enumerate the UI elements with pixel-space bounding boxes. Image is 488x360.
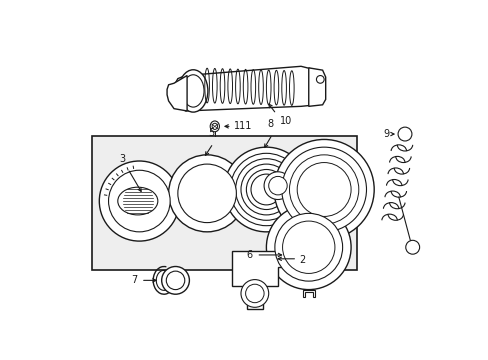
Text: 7: 7 (131, 275, 138, 285)
Circle shape (168, 155, 245, 232)
Circle shape (274, 139, 373, 239)
Polygon shape (302, 289, 314, 297)
Ellipse shape (118, 187, 158, 215)
Circle shape (289, 155, 358, 224)
Circle shape (297, 163, 350, 216)
Text: 4: 4 (329, 245, 336, 255)
Text: 5: 5 (207, 128, 214, 138)
Circle shape (250, 174, 281, 205)
Circle shape (397, 127, 411, 141)
Text: 6: 6 (246, 250, 252, 260)
Circle shape (274, 213, 342, 281)
Circle shape (281, 147, 366, 232)
Text: 3: 3 (119, 154, 125, 164)
Polygon shape (167, 76, 187, 111)
Circle shape (316, 76, 324, 83)
Circle shape (108, 170, 170, 232)
Circle shape (166, 271, 184, 289)
Polygon shape (308, 68, 325, 106)
Circle shape (264, 172, 291, 199)
Ellipse shape (178, 70, 207, 112)
Circle shape (178, 164, 236, 222)
Text: 2: 2 (299, 255, 305, 265)
Circle shape (235, 159, 297, 220)
Circle shape (266, 205, 350, 289)
Bar (91, 136, 357, 270)
Circle shape (241, 164, 291, 215)
Circle shape (246, 170, 286, 210)
Circle shape (230, 153, 302, 226)
Polygon shape (174, 66, 324, 111)
Text: 111: 111 (234, 121, 252, 131)
Circle shape (405, 240, 419, 254)
Circle shape (99, 161, 179, 241)
Circle shape (224, 147, 308, 232)
Text: 8: 8 (266, 120, 273, 130)
Circle shape (162, 266, 189, 294)
Circle shape (268, 176, 286, 195)
Circle shape (241, 280, 268, 307)
Text: 10: 10 (279, 116, 291, 126)
Text: 9: 9 (383, 129, 389, 139)
Ellipse shape (210, 121, 219, 132)
Circle shape (282, 221, 334, 274)
Polygon shape (231, 251, 289, 309)
